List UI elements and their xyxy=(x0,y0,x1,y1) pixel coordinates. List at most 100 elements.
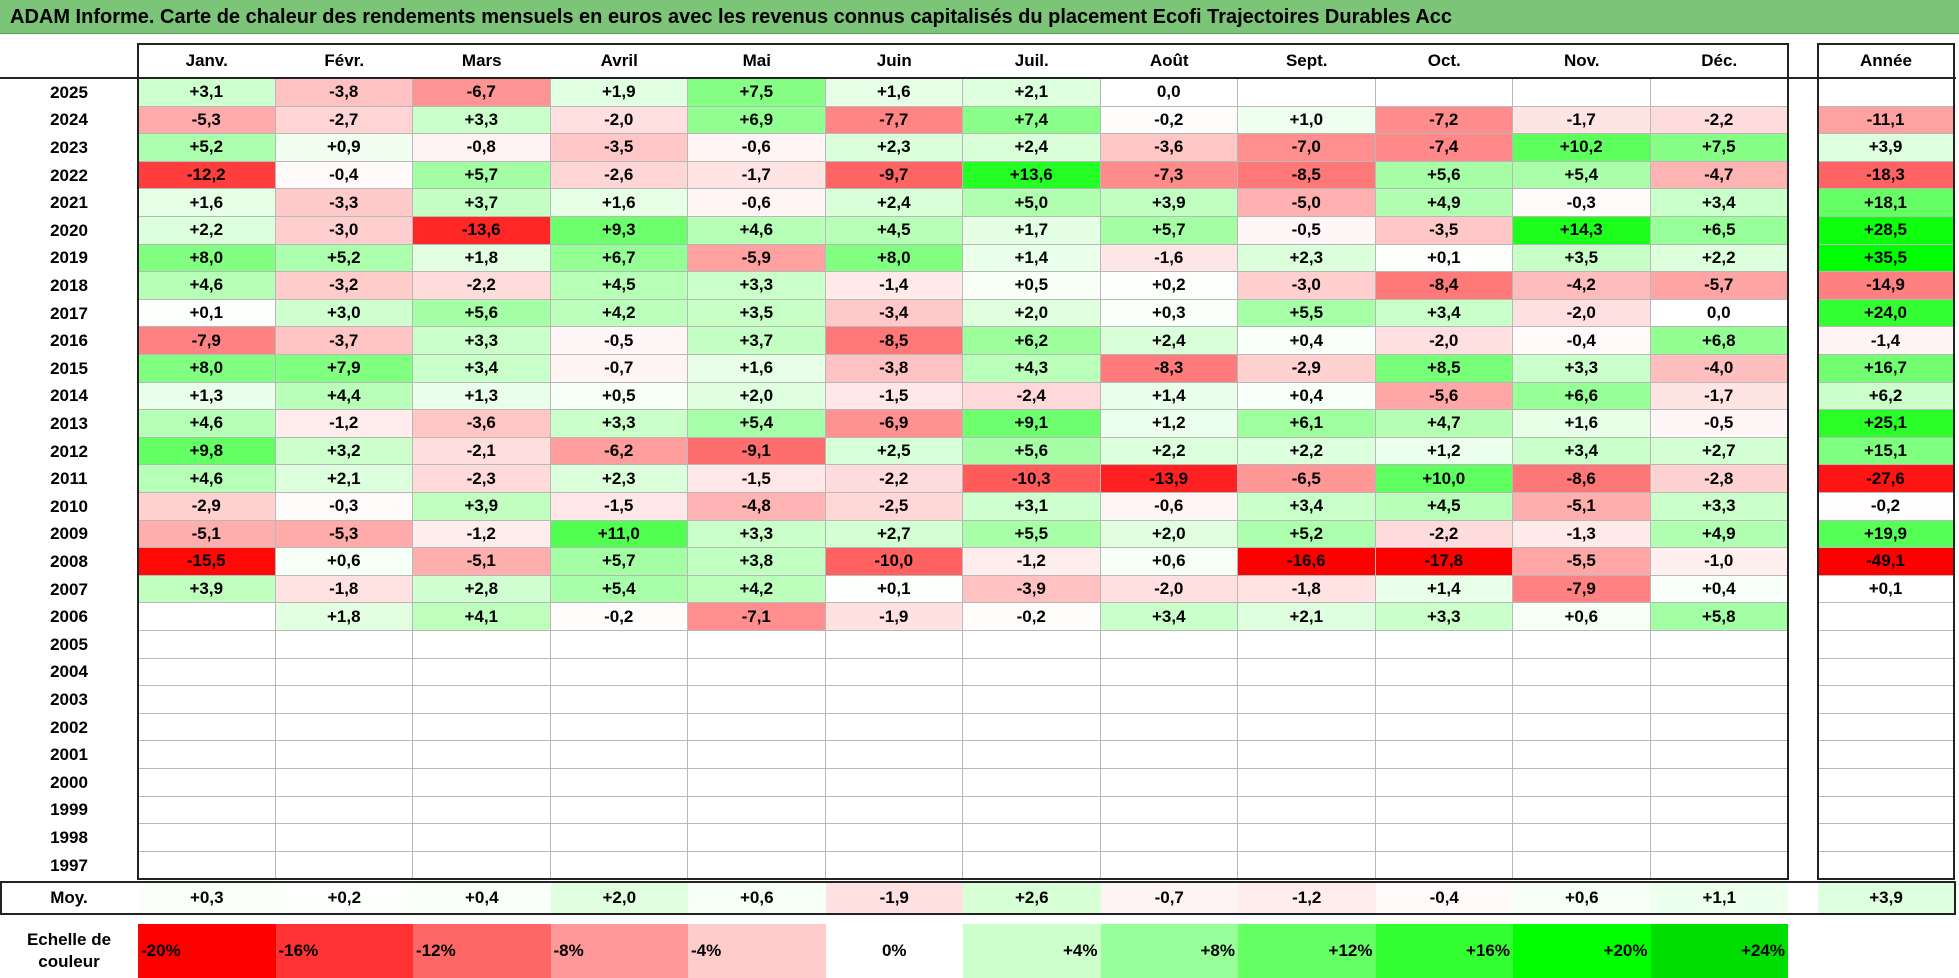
heatmap-cell: +8,0 xyxy=(825,244,963,273)
heatmap-cell xyxy=(1375,631,1513,659)
heatmap-cell xyxy=(1513,713,1651,742)
heatmap-cell xyxy=(688,658,826,687)
heatmap-cell: -6,5 xyxy=(1238,465,1376,493)
month-header: Juin xyxy=(876,51,912,70)
heatmap-cell: -0,3 xyxy=(1513,189,1651,217)
average-cell: +0,6 xyxy=(1513,883,1651,913)
heatmap-cell: +2,1 xyxy=(1238,603,1376,631)
heatmap-cell xyxy=(1650,658,1788,687)
heatmap-cell xyxy=(1513,79,1651,107)
heatmap-cell: -9,1 xyxy=(688,437,826,466)
heatmap-cell xyxy=(1513,741,1651,769)
heatmap-cell: -1,2 xyxy=(963,548,1101,576)
heatmap-cell xyxy=(1513,631,1651,659)
average-cell: -0,4 xyxy=(1375,883,1513,913)
heatmap-cell xyxy=(1375,851,1513,880)
annual-cell: +3,9 xyxy=(1818,134,1954,162)
year-label: 2009 xyxy=(50,524,88,544)
heatmap-cell: -8,3 xyxy=(1100,355,1238,383)
heatmap-cell: -0,8 xyxy=(413,134,551,162)
year-label: 2017 xyxy=(50,303,88,323)
heatmap-cell: -1,8 xyxy=(1238,575,1376,604)
heatmap-cell: -2,2 xyxy=(413,272,551,300)
year-label: 2004 xyxy=(50,662,88,682)
heatmap-cell: +1,6 xyxy=(1513,410,1651,438)
annual-cell: -27,6 xyxy=(1818,465,1954,493)
heatmap-cell: +1,3 xyxy=(413,382,551,411)
heatmap-cell: +2,3 xyxy=(550,465,688,493)
heatmap-cell: +2,7 xyxy=(1650,437,1788,466)
heatmap-cell xyxy=(1650,79,1788,107)
color-scale-swatch: +12% xyxy=(1238,924,1376,978)
heatmap-cell: +0,2 xyxy=(1100,272,1238,300)
heatmap-cell xyxy=(1375,796,1513,825)
average-cell: +0,3 xyxy=(138,883,276,913)
annual-cell xyxy=(1818,796,1954,825)
month-header: Oct. xyxy=(1427,51,1461,70)
heatmap-cell: -5,7 xyxy=(1650,272,1788,300)
heatmap-cell xyxy=(138,686,276,714)
month-header: Juil. xyxy=(1014,51,1049,70)
heatmap-cell: +2,7 xyxy=(825,520,963,549)
heatmap-cell: -3,0 xyxy=(275,217,413,245)
heatmap-cell xyxy=(138,769,276,797)
heatmap-cell: +2,4 xyxy=(963,134,1101,162)
annual-cell: -11,1 xyxy=(1818,106,1954,135)
year-label: 2024 xyxy=(50,110,88,130)
annual-cell: +18,1 xyxy=(1818,189,1954,217)
color-scale-swatch: -8% xyxy=(550,924,688,978)
heatmap-cell: -7,1 xyxy=(688,603,826,631)
heatmap-cell: +1,4 xyxy=(1100,382,1238,411)
average-cell: +2,6 xyxy=(963,883,1101,913)
heatmap-cell xyxy=(1375,824,1513,852)
heatmap-cell: +8,0 xyxy=(138,355,276,383)
heatmap-cell: +2,1 xyxy=(963,79,1101,107)
heatmap-cell: +3,9 xyxy=(413,493,551,521)
heatmap-cell xyxy=(1238,686,1376,714)
heatmap-cell: -0,3 xyxy=(275,493,413,521)
heatmap-cell: +4,7 xyxy=(1375,410,1513,438)
heatmap-cell: -4,8 xyxy=(688,493,826,521)
heatmap-cell xyxy=(1513,851,1651,880)
year-label: 2006 xyxy=(50,607,88,627)
annual-cell: +16,7 xyxy=(1818,355,1954,383)
average-label: Moy. xyxy=(50,888,88,907)
heatmap-cell: -3,6 xyxy=(413,410,551,438)
heatmap-cell: -2,0 xyxy=(1375,327,1513,355)
heatmap-cell: -7,3 xyxy=(1100,161,1238,190)
annual-cell xyxy=(1818,851,1954,880)
heatmap-cell: -1,5 xyxy=(825,382,963,411)
heatmap-cell: -5,0 xyxy=(1238,189,1376,217)
heatmap-cell: +6,6 xyxy=(1513,382,1651,411)
heatmap-cell: +1,6 xyxy=(550,189,688,217)
heatmap-cell: -7,0 xyxy=(1238,134,1376,162)
heatmap-cell: +7,5 xyxy=(688,79,826,107)
heatmap-cell xyxy=(1650,713,1788,742)
heatmap-cell xyxy=(963,686,1101,714)
heatmap-cell: -5,9 xyxy=(688,244,826,273)
color-scale-swatch: -12% xyxy=(413,924,551,978)
heatmap-cell: +7,4 xyxy=(963,106,1101,135)
heatmap-cell xyxy=(413,631,551,659)
heatmap-cell xyxy=(275,658,413,687)
heatmap-cell xyxy=(1100,631,1238,659)
heatmap-cell: +1,6 xyxy=(825,79,963,107)
heatmap-cell: +4,9 xyxy=(1650,520,1788,549)
heatmap-cell xyxy=(413,713,551,742)
heatmap-cell: +5,2 xyxy=(1238,520,1376,549)
heatmap-cell xyxy=(1100,824,1238,852)
heatmap-cell: -1,2 xyxy=(413,520,551,549)
heatmap-cell: +4,1 xyxy=(413,603,551,631)
heatmap-cell xyxy=(1650,741,1788,769)
heatmap-cell: +0,4 xyxy=(1238,382,1376,411)
year-label: 1998 xyxy=(50,827,88,847)
heatmap-cell: +2,4 xyxy=(825,189,963,217)
heatmap-cell: +14,3 xyxy=(1513,217,1651,245)
heatmap-cell xyxy=(963,824,1101,852)
heatmap-cell: +1,7 xyxy=(963,217,1101,245)
annual-cell: -14,9 xyxy=(1818,272,1954,300)
heatmap-cell: -3,0 xyxy=(1238,272,1376,300)
heatmap-cell xyxy=(963,658,1101,687)
heatmap-cell: -5,3 xyxy=(138,106,276,135)
heatmap-cell: +5,2 xyxy=(275,244,413,273)
